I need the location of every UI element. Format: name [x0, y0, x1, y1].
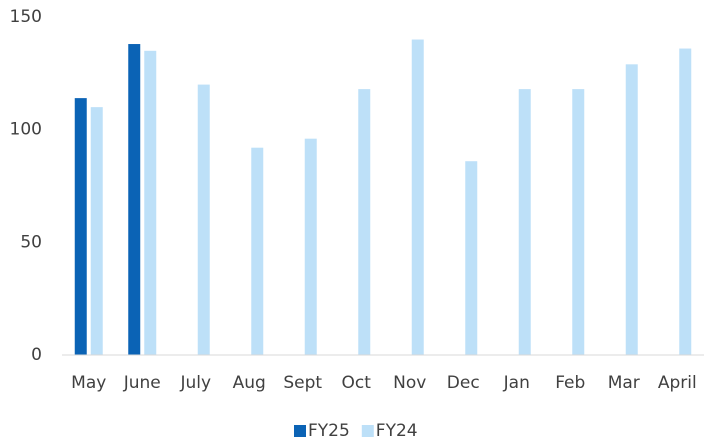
legend-label: FY24 [376, 421, 418, 441]
y-tick-label: 50 [20, 232, 42, 252]
bar [197, 84, 210, 355]
x-tick-label: Oct [342, 373, 372, 393]
bar [625, 64, 638, 355]
x-tick-label: July [179, 373, 211, 393]
bar [518, 89, 531, 356]
bar [90, 107, 103, 355]
bar [679, 48, 692, 356]
x-tick-label: Mar [608, 373, 640, 393]
x-tick-label: Nov [393, 373, 426, 393]
x-tick-label: Sept [283, 373, 322, 393]
legend-swatch [294, 425, 306, 437]
bar [465, 161, 478, 355]
x-tick-label: Jan [503, 373, 530, 393]
y-tick-label: 0 [31, 345, 42, 365]
x-tick-label: Feb [555, 373, 585, 393]
x-tick-label: April [658, 373, 697, 393]
bar [304, 138, 317, 355]
bar [358, 89, 371, 356]
bar [411, 39, 424, 356]
bar [144, 50, 157, 356]
x-tick-label: May [71, 373, 106, 393]
x-tick-label: Dec [447, 373, 480, 393]
bar [128, 44, 141, 355]
y-tick-label: 150 [10, 7, 42, 27]
y-tick-label: 100 [10, 120, 42, 140]
x-tick-label: Aug [233, 373, 266, 393]
bar [572, 89, 585, 356]
bar [251, 147, 264, 355]
bar [74, 98, 87, 356]
legend-label: FY25 [308, 421, 350, 441]
legend-swatch [361, 425, 374, 437]
x-tick-label: June [123, 373, 161, 393]
